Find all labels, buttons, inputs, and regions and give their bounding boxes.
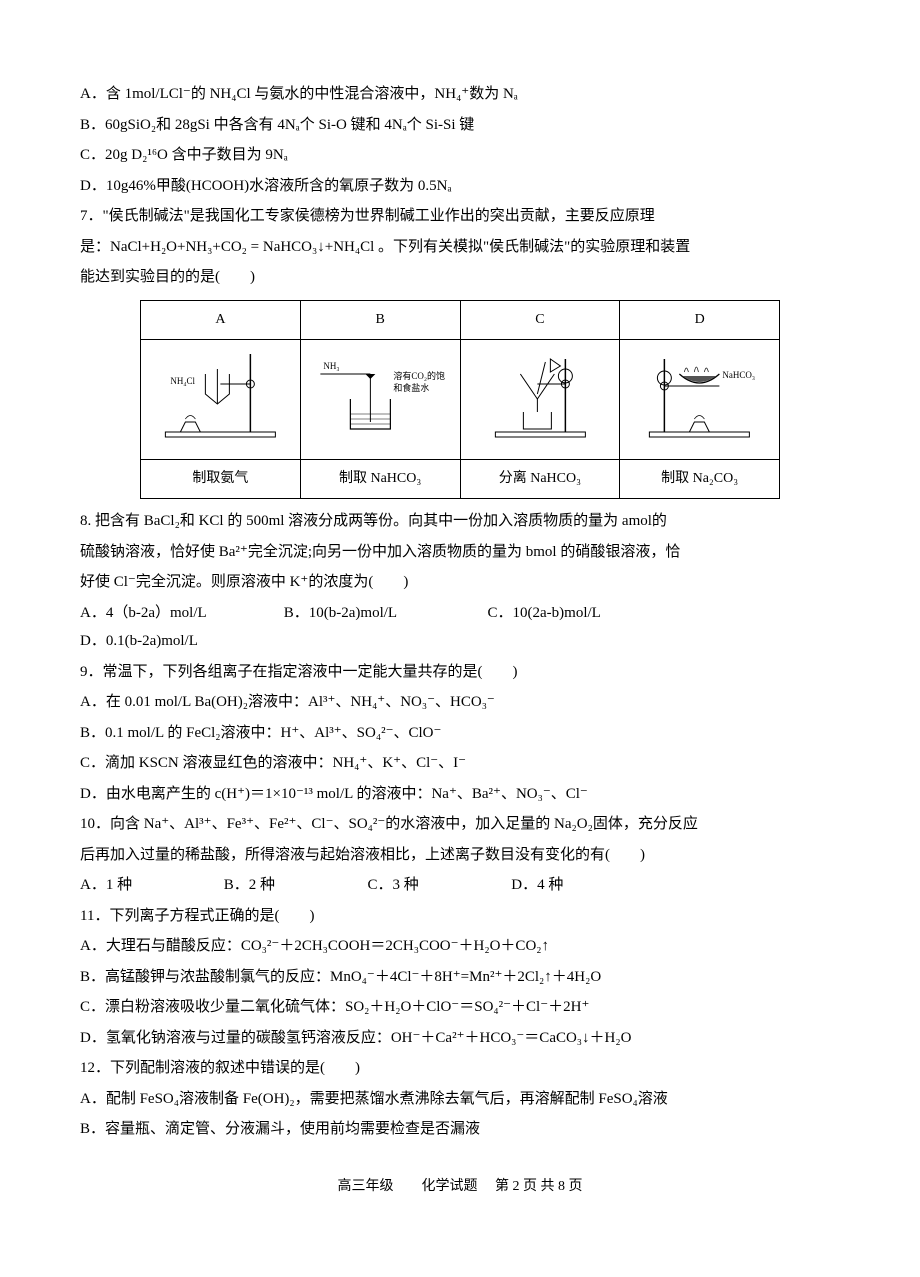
q7-stem-line1: 7．"侯氏制碱法"是我国化工专家侯德榜为世界制碱工业作出的突出贡献，主要反应原理 bbox=[80, 202, 840, 231]
caption-A: 制取氨气 bbox=[141, 459, 301, 499]
diagram-A: NH₄Cl bbox=[141, 340, 301, 460]
q7-experiment-table: A B C D NH₄Cl bbox=[140, 300, 780, 500]
q8-stem-line1: 8. 把含有 BaCl₂和 KCl 的 500ml 溶液分成两等份。向其中一份加… bbox=[80, 507, 840, 536]
q6-option-b: B．60gSiO₂和 28gSi 中各含有 4Nₐ个 Si-O 键和 4Nₐ个 … bbox=[80, 111, 840, 140]
apparatus-C bbox=[463, 344, 618, 444]
q11-option-b: B．高锰酸钾与浓盐酸制氯气的反应：MnO₄⁻＋4Cl⁻＋8H⁺=Mn²⁺＋2Cl… bbox=[80, 963, 840, 992]
q10-stem-line2: 后再加入过量的稀盐酸，所得溶液与起始溶液相比，上述离子数目没有变化的有( ) bbox=[80, 841, 840, 870]
q8-stem-line3: 好使 Cl⁻完全沉淀。则原溶液中 K⁺的浓度为( ) bbox=[80, 568, 840, 597]
caption-D: 制取 Na₂CO₃ bbox=[620, 459, 780, 499]
header-A: A bbox=[141, 300, 301, 340]
nahco3-label: NaHCO₃ bbox=[723, 370, 756, 380]
table-header-row: A B C D bbox=[141, 300, 780, 340]
nh3-label: NH₃ bbox=[323, 361, 339, 371]
diagram-C bbox=[460, 340, 620, 460]
caption-C: 分离 NaHCO₃ bbox=[460, 459, 620, 499]
q8-stem-line2: 硫酸钠溶液，恰好使 Ba²⁺完全沉淀;向另一份中加入溶质物质的量为 bmol 的… bbox=[80, 538, 840, 567]
q12-option-a: A．配制 FeSO₄溶液制备 Fe(OH)₂，需要把蒸馏水煮沸除去氧气后，再溶解… bbox=[80, 1085, 840, 1114]
apparatus-B: NH₃ 溶有CO₂的饱 和食盐水 bbox=[303, 344, 458, 444]
evaporation-icon: NaHCO₃ bbox=[622, 344, 777, 444]
header-C: C bbox=[460, 300, 620, 340]
nh3-bubbling-icon: NH₃ 溶有CO₂的饱 和食盐水 bbox=[303, 344, 458, 444]
diagram-B: NH₃ 溶有CO₂的饱 和食盐水 bbox=[300, 340, 460, 460]
q11-option-d: D．氢氧化钠溶液与过量的碳酸氢钙溶液反应：OH⁻＋Ca²⁺＋HCO₃⁻＝CaCO… bbox=[80, 1024, 840, 1053]
q10-option-c: C．3 种 bbox=[368, 871, 508, 900]
q10-option-d: D．4 种 bbox=[511, 871, 651, 900]
q8-option-a: A．4（b-2a）mol/L bbox=[80, 599, 280, 628]
header-B: B bbox=[300, 300, 460, 340]
q10-options: A．1 种 B．2 种 C．3 种 D．4 种 bbox=[80, 871, 840, 900]
filtration-icon bbox=[463, 344, 618, 444]
q8-options: A．4（b-2a）mol/L B．10(b-2a)mol/L C．10(2a-b… bbox=[80, 599, 840, 656]
q12-stem: 12．下列配制溶液的叙述中错误的是( ) bbox=[80, 1054, 840, 1083]
q9-option-d: D．由水电离产生的 c(H⁺)＝1×10⁻¹³ mol/L 的溶液中：Na⁺、B… bbox=[80, 780, 840, 809]
q10-stem-line1: 10．向含 Na⁺、Al³⁺、Fe³⁺、Fe²⁺、Cl⁻、SO₄²⁻的水溶液中，… bbox=[80, 810, 840, 839]
q6-option-c: C．20g D₂¹⁶O 含中子数目为 9Nₐ bbox=[80, 141, 840, 170]
q9-option-a: A．在 0.01 mol/L Ba(OH)₂溶液中：Al³⁺、NH₄⁺、NO₃⁻… bbox=[80, 688, 840, 717]
q10-option-b: B．2 种 bbox=[224, 871, 364, 900]
heating-nh4cl-icon: NH₄Cl bbox=[143, 344, 298, 444]
page-footer: 高三年级 化学试题 第 2 页 共 8 页 bbox=[80, 1174, 840, 1201]
q11-option-c: C．漂白粉溶液吸收少量二氧化硫气体：SO₂＋H₂O＋ClO⁻＝SO₄²⁻＋Cl⁻… bbox=[80, 993, 840, 1022]
table-diagram-row: NH₄Cl NH₃ 溶有CO₂的饱 和食盐水 bbox=[141, 340, 780, 460]
apparatus-A: NH₄Cl bbox=[143, 344, 298, 444]
co2-solution-label-2: 和食盐水 bbox=[393, 382, 429, 393]
caption-B: 制取 NaHCO₃ bbox=[300, 459, 460, 499]
q8-option-d: D．0.1(b-2a)mol/L bbox=[80, 627, 240, 656]
header-D: D bbox=[620, 300, 780, 340]
diagram-D: NaHCO₃ bbox=[620, 340, 780, 460]
q11-option-a: A．大理石与醋酸反应：CO₃²⁻＋2CH₃COOH＝2CH₃COO⁻＋H₂O＋C… bbox=[80, 932, 840, 961]
q8-option-b: B．10(b-2a)mol/L bbox=[284, 599, 484, 628]
q7-stem-line2: 是：NaCl+H₂O+NH₃+CO₂ = NaHCO₃↓+NH₄Cl 。下列有关… bbox=[80, 233, 840, 262]
q7-stem-line3: 能达到实验目的的是( ) bbox=[80, 263, 840, 292]
q8-option-c: C．10(2a-b)mol/L bbox=[488, 599, 688, 628]
q12-option-b: B．容量瓶、滴定管、分液漏斗，使用前均需要检查是否漏液 bbox=[80, 1115, 840, 1144]
q6-option-a: A．含 1mol/LCl⁻的 NH₄Cl 与氨水的中性混合溶液中，NH₄⁺数为 … bbox=[80, 80, 840, 109]
co2-solution-label-1: 溶有CO₂的饱 bbox=[393, 370, 445, 381]
q9-stem: 9．常温下，下列各组离子在指定溶液中一定能大量共存的是( ) bbox=[80, 658, 840, 687]
q11-stem: 11．下列离子方程式正确的是( ) bbox=[80, 902, 840, 931]
q10-option-a: A．1 种 bbox=[80, 871, 220, 900]
table-caption-row: 制取氨气 制取 NaHCO₃ 分离 NaHCO₃ 制取 Na₂CO₃ bbox=[141, 459, 780, 499]
q6-option-d: D．10g46%甲酸(HCOOH)水溶液所含的氧原子数为 0.5Nₐ bbox=[80, 172, 840, 201]
apparatus-D: NaHCO₃ bbox=[622, 344, 777, 444]
q9-option-b: B．0.1 mol/L 的 FeCl₂溶液中：H⁺、Al³⁺、SO₄²⁻、ClO… bbox=[80, 719, 840, 748]
nh4cl-label: NH₄Cl bbox=[170, 376, 195, 386]
q9-option-c: C．滴加 KSCN 溶液显红色的溶液中：NH₄⁺、K⁺、Cl⁻、I⁻ bbox=[80, 749, 840, 778]
